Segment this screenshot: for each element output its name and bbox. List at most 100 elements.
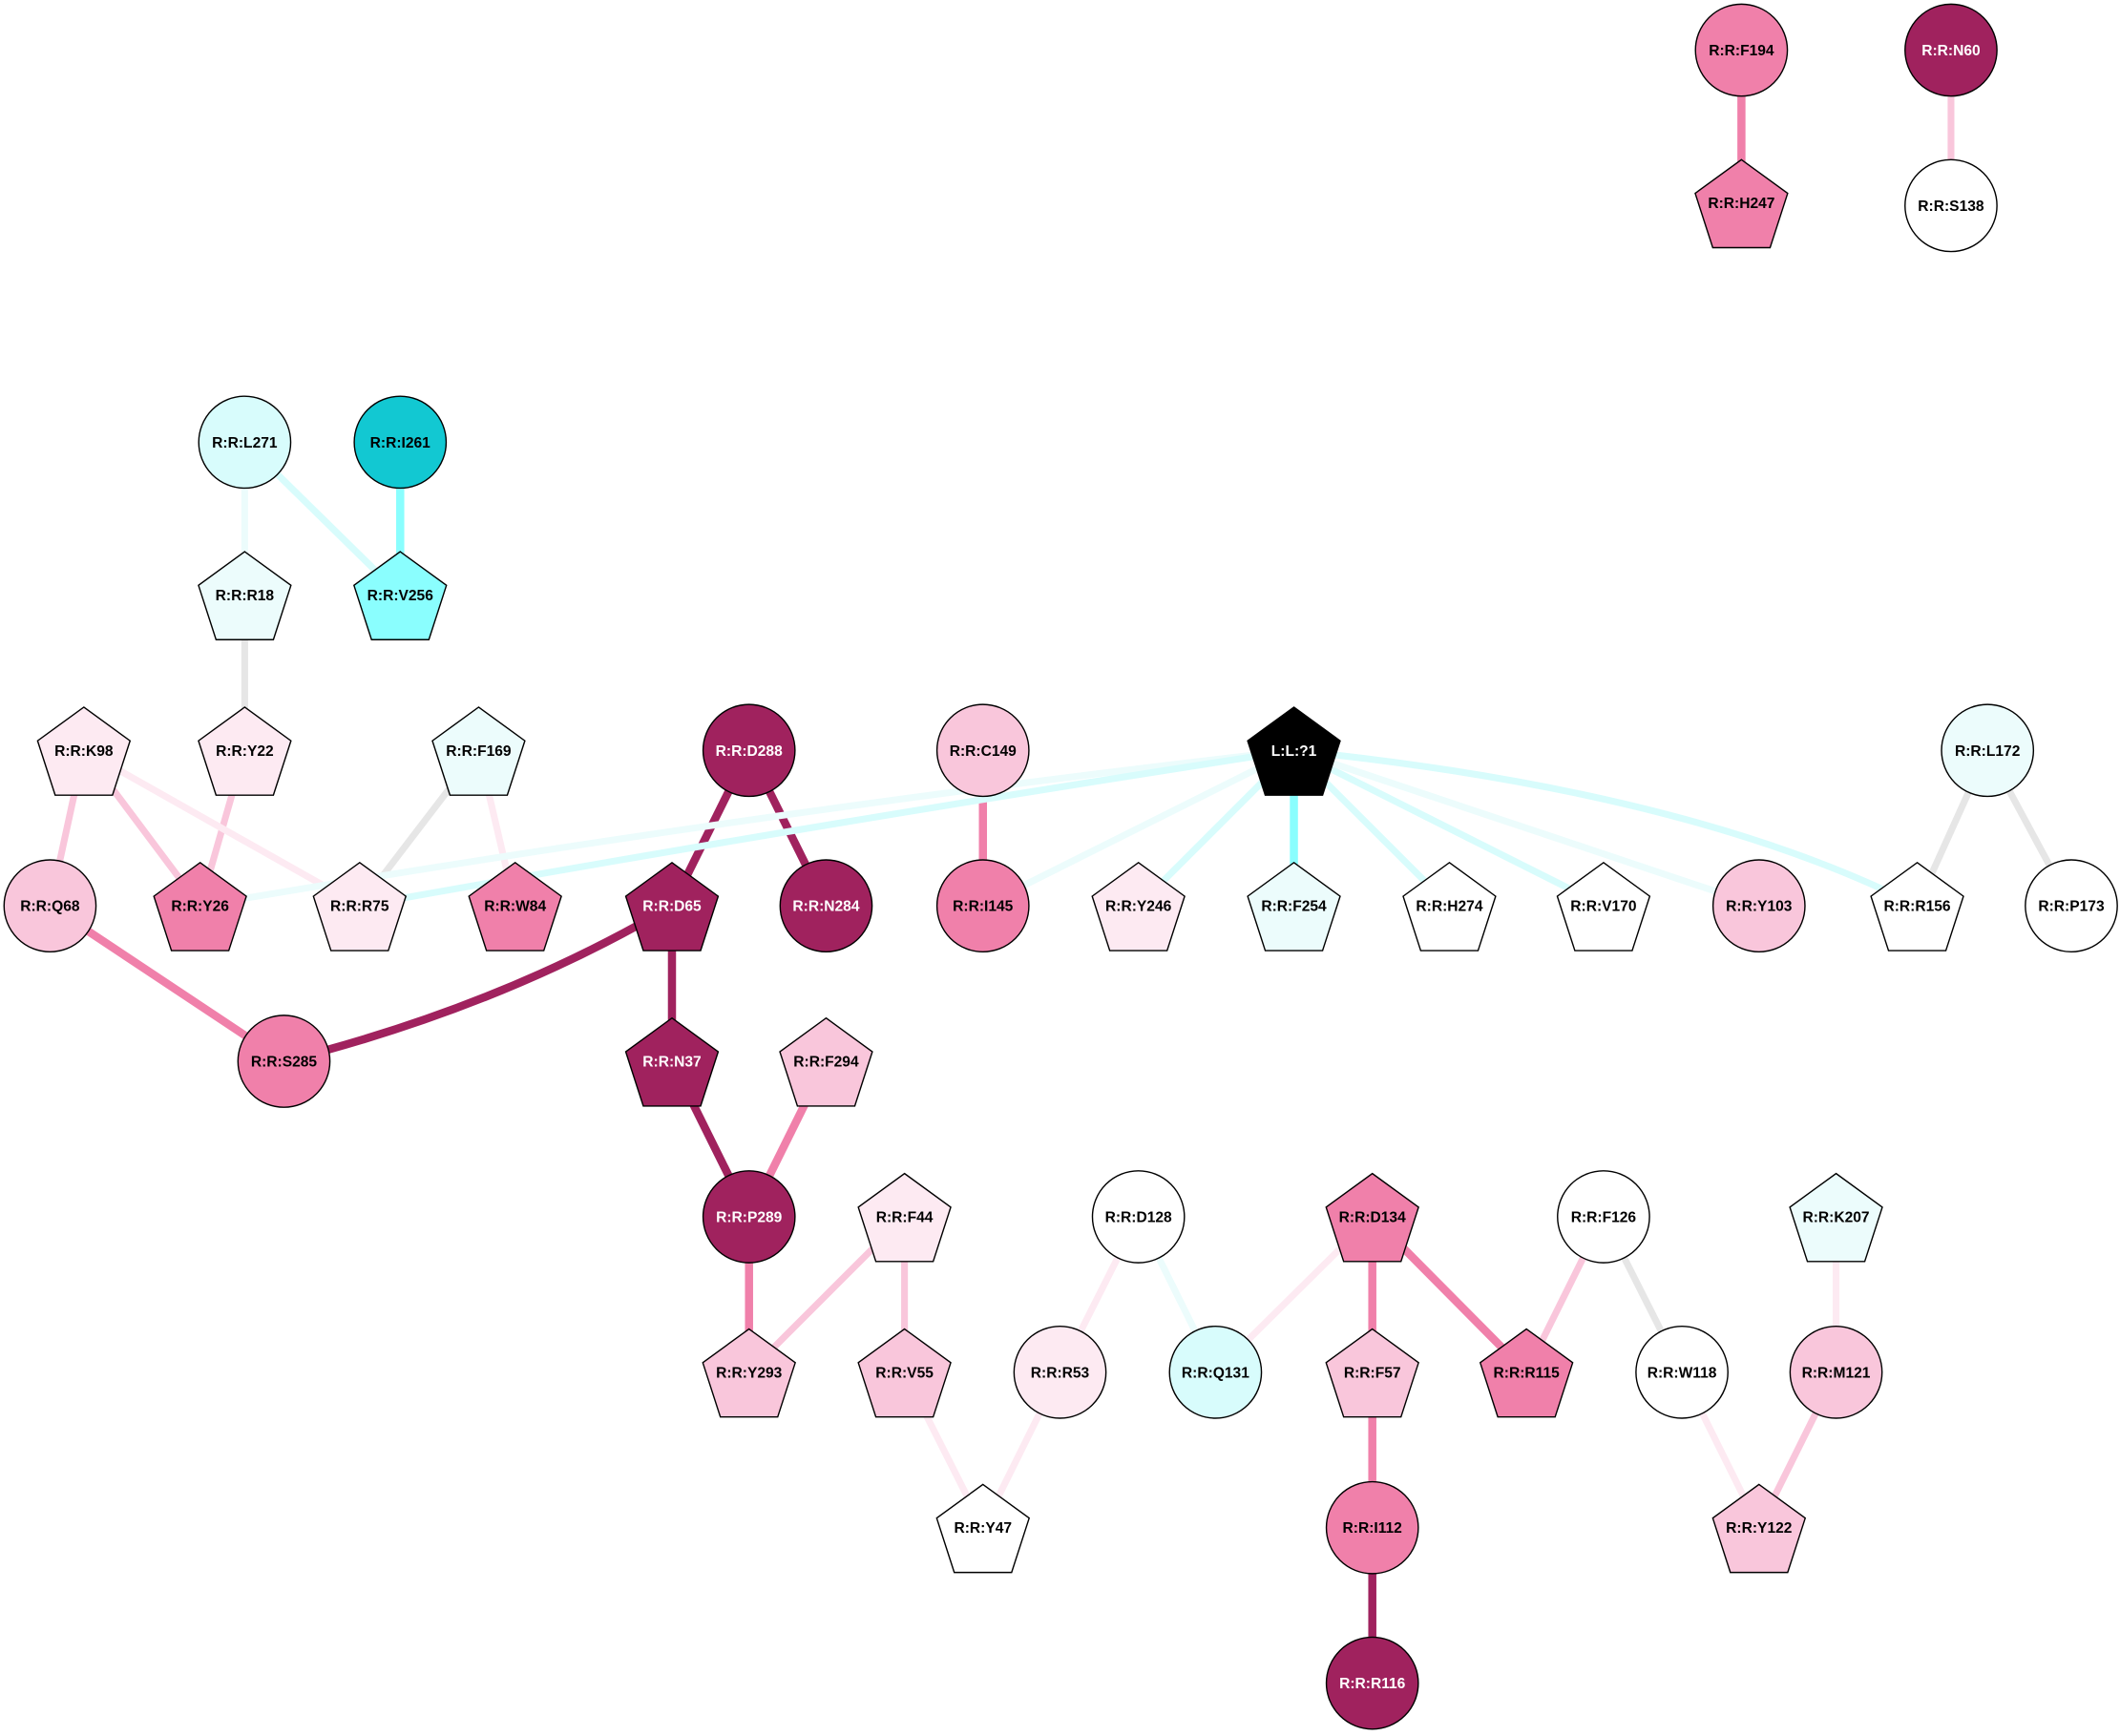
node: R:R:R75 xyxy=(312,861,408,952)
node-label: R:R:C149 xyxy=(950,743,1017,760)
node-pentagon xyxy=(468,861,562,952)
node: R:R:I145 xyxy=(935,859,1030,953)
node-label: R:R:Y246 xyxy=(1105,899,1172,915)
node-circle xyxy=(1091,1170,1186,1264)
node: L:L:?1 xyxy=(1247,706,1341,796)
node-label: R:R:N37 xyxy=(642,1055,701,1071)
node-label: R:R:Y26 xyxy=(171,899,229,915)
node: R:R:F294 xyxy=(779,1016,873,1107)
node: R:R:Y246 xyxy=(1091,861,1186,952)
node-pentagon xyxy=(935,1483,1031,1574)
node-pentagon xyxy=(431,706,526,796)
node-label: R:R:H274 xyxy=(1416,899,1482,915)
edge xyxy=(1293,746,1920,910)
node-label: R:R:H247 xyxy=(1708,196,1774,212)
node: R:R:N60 xyxy=(1904,3,1998,97)
node-label: R:R:F44 xyxy=(876,1209,934,1225)
node: R:R:I112 xyxy=(1325,1480,1419,1575)
node-label: R:R:R115 xyxy=(1494,1365,1561,1381)
node-label: R:R:Y47 xyxy=(954,1520,1012,1537)
node-label: R:R:W118 xyxy=(1648,1365,1717,1381)
node-pentagon xyxy=(1325,1172,1419,1263)
node-circle xyxy=(1557,1170,1650,1264)
node-label: R:R:N60 xyxy=(1921,43,1981,59)
node-circle xyxy=(353,395,448,490)
node-label: R:R:F294 xyxy=(793,1055,859,1071)
edge xyxy=(1292,746,1760,910)
node-label: R:R:R18 xyxy=(216,588,275,604)
node: R:R:Y47 xyxy=(935,1483,1031,1574)
node-label: R:R:F169 xyxy=(446,743,512,760)
node-circle xyxy=(1325,1480,1419,1575)
node-circle xyxy=(1941,703,2035,798)
node-label: R:R:R156 xyxy=(1883,899,1950,915)
edge xyxy=(82,747,362,910)
node: R:R:R18 xyxy=(198,551,292,640)
node: R:R:N37 xyxy=(624,1016,720,1107)
node: R:R:F254 xyxy=(1247,861,1341,952)
edge xyxy=(48,902,286,1065)
node: R:R:D65 xyxy=(624,861,720,952)
node-pentagon xyxy=(1325,1328,1419,1418)
node-circle xyxy=(1325,1636,1419,1730)
node-circle xyxy=(1904,3,1998,97)
node: R:R:R115 xyxy=(1479,1328,1574,1418)
node: R:R:R53 xyxy=(1013,1325,1107,1419)
node: R:R:W118 xyxy=(1635,1325,1729,1419)
node: R:R:F194 xyxy=(1694,3,1789,97)
node: R:R:S285 xyxy=(237,1014,331,1108)
node-circle xyxy=(3,859,97,953)
node-circle xyxy=(935,703,1030,798)
node-label: R:R:F126 xyxy=(1571,1209,1637,1225)
node-circle xyxy=(1013,1325,1107,1419)
edge xyxy=(981,747,1296,910)
node-label: R:R:D134 xyxy=(1339,1209,1406,1225)
node-pentagon xyxy=(1789,1172,1883,1263)
node-label: R:R:K207 xyxy=(1802,1209,1869,1225)
node-pentagon xyxy=(1556,861,1651,952)
node: R:R:Y122 xyxy=(1711,1483,1807,1574)
node-pentagon xyxy=(1711,1483,1807,1574)
node-circle xyxy=(1168,1325,1263,1419)
node-label: R:R:V256 xyxy=(367,588,434,604)
node-pentagon xyxy=(198,551,292,640)
node-pentagon xyxy=(1247,861,1341,952)
node-circle xyxy=(1694,3,1789,97)
node-label: R:R:L172 xyxy=(1955,743,2021,760)
node-label: R:R:S285 xyxy=(251,1055,318,1071)
node-label: R:R:V170 xyxy=(1570,899,1637,915)
node-pentagon xyxy=(153,861,247,952)
node: R:R:D288 xyxy=(702,703,796,798)
node-pentagon xyxy=(1870,861,1964,952)
node-pentagon xyxy=(1091,861,1186,952)
node-label: R:R:M121 xyxy=(1802,1365,1871,1381)
node: R:R:Y26 xyxy=(153,861,247,952)
node: R:R:F44 xyxy=(857,1172,952,1263)
node-label: R:R:Y293 xyxy=(716,1365,783,1381)
node: R:R:F126 xyxy=(1557,1170,1650,1264)
node-pentagon xyxy=(624,861,720,952)
node: R:R:M121 xyxy=(1789,1325,1883,1419)
node: R:R:Y103 xyxy=(1711,859,1806,953)
node-circle xyxy=(935,859,1030,953)
node-label: R:R:S138 xyxy=(1918,199,1984,215)
node-circle xyxy=(237,1014,331,1108)
node: R:R:W84 xyxy=(468,861,562,952)
node: R:R:V256 xyxy=(352,551,448,640)
node-label: R:R:V55 xyxy=(875,1365,934,1381)
node-pentagon xyxy=(1479,1328,1574,1418)
node: R:R:Y293 xyxy=(702,1328,796,1418)
node-label: R:R:Y122 xyxy=(1726,1520,1793,1537)
node-label: R:R:L271 xyxy=(212,435,278,451)
nodes: R:R:F194 R:R:H247 R:R:N60 R:R:S138 R:R:L271 R… xyxy=(3,3,2118,1730)
node: R:R:C149 xyxy=(935,703,1030,798)
node-circle xyxy=(1711,859,1806,953)
node: R:R:F169 xyxy=(431,706,526,796)
node: R:R:S138 xyxy=(1904,158,1998,253)
node-label: R:R:D288 xyxy=(716,743,783,760)
node: R:R:L172 xyxy=(1941,703,2035,798)
node-circle xyxy=(2025,859,2118,953)
node: R:R:L271 xyxy=(198,395,292,490)
node: R:R:Y22 xyxy=(198,706,292,796)
